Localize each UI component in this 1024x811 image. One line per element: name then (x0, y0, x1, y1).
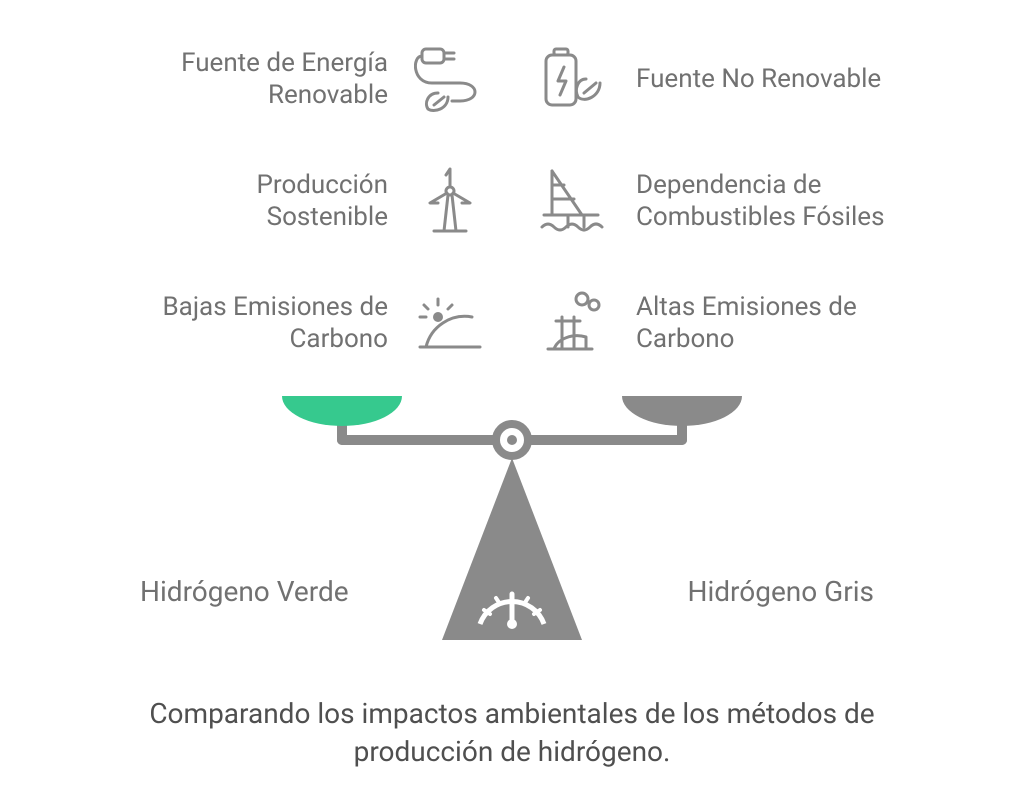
right-side-title: Hidrógeno Gris (687, 575, 874, 608)
left-item-2: Producción Sostenible (50, 142, 490, 260)
right-item-2-label: Dependencia de Combustibles Fósiles (636, 169, 896, 234)
solar-arc-icon (410, 283, 490, 363)
factory-smoke-icon (534, 283, 614, 363)
left-item-1: Fuente de Energía Renovable (50, 20, 490, 138)
right-item-3-label: Altas Emisiones de Carbono (636, 291, 896, 356)
left-item-2-label: Producción Sostenible (138, 169, 388, 234)
battery-leaf-icon (534, 39, 614, 119)
right-item-2: Dependencia de Combustibles Fósiles (534, 142, 974, 260)
oil-rig-icon (534, 161, 614, 241)
wind-turbine-icon (410, 161, 490, 241)
caption-text: Comparando los impactos ambientales de l… (102, 695, 922, 771)
left-column: Fuente de Energía Renovable Producción S… (50, 20, 490, 386)
left-item-3-label: Bajas Emisiones de Carbono (138, 291, 388, 356)
left-item-1-label: Fuente de Energía Renovable (138, 47, 388, 112)
right-item-1-label: Fuente No Renovable (636, 63, 881, 96)
balance-scale (252, 390, 772, 670)
plug-leaf-icon (410, 39, 490, 119)
infographic-root: Fuente de Energía Renovable Producción S… (0, 0, 1024, 811)
right-item-3: Altas Emisiones de Carbono (534, 264, 974, 382)
left-side-title: Hidrógeno Verde (140, 575, 349, 608)
left-item-3: Bajas Emisiones de Carbono (50, 264, 490, 382)
right-item-1: Fuente No Renovable (534, 20, 974, 138)
right-column: Fuente No Renovable Dependencia de Combu… (534, 20, 974, 386)
